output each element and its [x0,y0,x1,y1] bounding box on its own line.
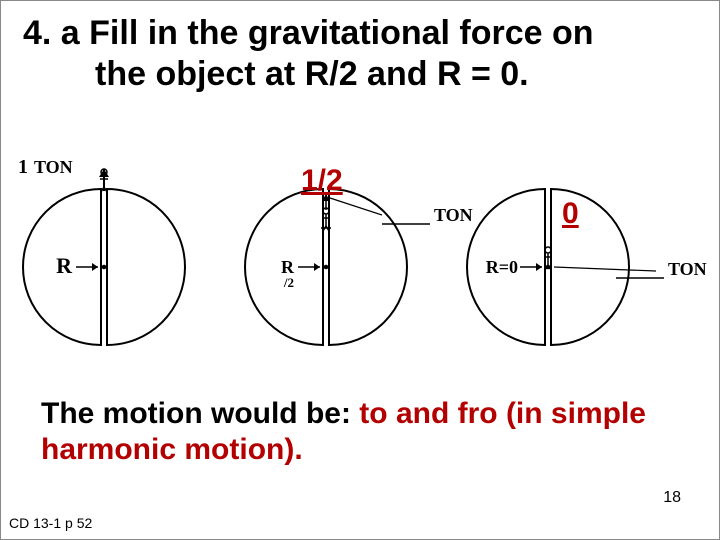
svg-text:TON: TON [34,157,73,177]
slide-page: 4. a Fill in the gravitational force on … [0,0,720,540]
answer-zero: 0 [562,197,579,231]
motion-statement: The motion would be: to and fro (in simp… [41,396,681,468]
svg-text:R: R [56,253,73,278]
title-line-1: 4. a Fill in the gravitational force on [23,14,594,52]
answer-half: 1/2 [301,164,343,198]
slide-number: 18 [663,489,681,507]
svg-text:1: 1 [18,156,28,178]
diagram-area: R 1 TON R/2 TON R=0 TON [6,129,716,359]
title-line-2: the object at R/2 and R = 0. [95,55,529,93]
svg-text:TON: TON [434,205,473,225]
question-title: 4. a Fill in the gravitational force on … [23,13,703,95]
svg-text:R: R [281,257,295,277]
motion-prefix: The motion would be: [41,397,359,430]
svg-text:/2: /2 [283,275,294,290]
footer-reference: CD 13-1 p 52 [9,515,92,531]
svg-text:R=0: R=0 [486,257,518,277]
svg-text:TON: TON [668,259,707,279]
diagram-svg: R 1 TON R/2 TON R=0 TON [6,129,716,359]
